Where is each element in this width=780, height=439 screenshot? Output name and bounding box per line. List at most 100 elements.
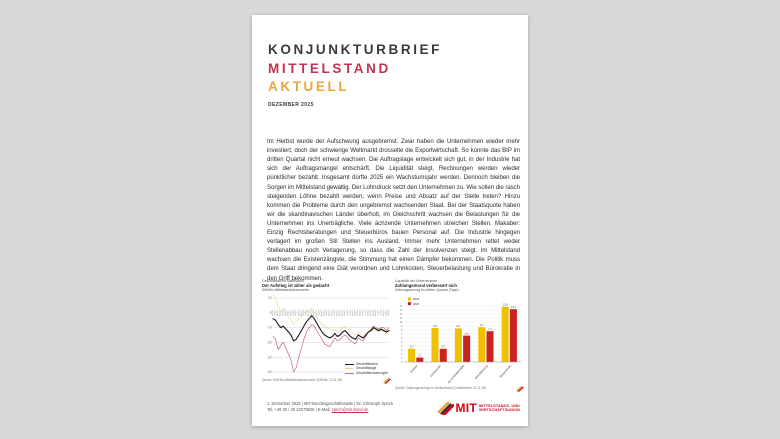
svg-text:Chemie: Chemie	[409, 363, 419, 373]
svg-text:Apr 24: Apr 24	[341, 309, 344, 316]
klima-line-swatch	[344, 363, 354, 365]
svg-text:Okt 24: Okt 24	[356, 309, 359, 316]
svg-text:8: 8	[401, 328, 403, 332]
svg-text:Dez 22: Dez 22	[300, 308, 302, 315]
svg-text:Sep 22: Sep 22	[293, 308, 295, 315]
svg-text:8,4: 8,4	[457, 324, 461, 328]
svg-text:6,6: 6,6	[465, 331, 469, 335]
figure-source: Quelle: Zahlungsverzüge in Deutschland (…	[395, 385, 524, 392]
svg-text:0: 0	[401, 360, 403, 364]
svg-text:Nov 22: Nov 22	[298, 308, 300, 315]
svg-text:1,1: 1,1	[418, 353, 422, 357]
svg-text:Jul 23: Jul 23	[318, 309, 320, 315]
figure-headline: Der Aufstieg ist zäher als gedacht	[262, 283, 330, 289]
svg-text:Sep 25: Sep 25	[385, 308, 387, 315]
brush-mark-icon	[516, 385, 524, 392]
svg-text:Jun 25: Jun 25	[378, 309, 380, 316]
legend-item: Geschäftsklima	[344, 362, 388, 367]
svg-text:Feb 24: Feb 24	[336, 309, 338, 316]
svg-text:10: 10	[400, 320, 403, 324]
page-footer: 1. Dezember 2025 | MIT-Bundesgeschäftsst…	[267, 401, 520, 415]
title-line-1: KONJUNKTURBRIEF	[268, 42, 442, 57]
mit-brush-icon	[437, 401, 454, 415]
svg-text:Apr 25: Apr 25	[372, 309, 375, 316]
newsletter-page: KONJUNKTURBRIEF MITTELSTAND AKTUELL DEZE…	[252, 15, 528, 426]
mit-logo: MIT MITTELSTANDS- UND WIRTSCHAFTSUNION	[437, 401, 521, 415]
svg-text:Okt 22: Okt 22	[294, 309, 297, 316]
org-line-2: WIRTSCHAFTSUNION	[479, 408, 520, 412]
svg-text:Mrz 25: Mrz 25	[369, 309, 372, 316]
svg-text:2025: 2025	[413, 302, 420, 306]
erwartungen-line-swatch	[344, 372, 354, 374]
svg-text:5: 5	[401, 340, 403, 344]
masthead: KONJUNKTURBRIEF MITTELSTAND AKTUELL DEZE…	[268, 41, 442, 108]
svg-text:Mrz 22: Mrz 22	[276, 309, 279, 316]
source-text: Quelle: KfW/ifo-Mittelstandsbarometer (K…	[262, 378, 343, 383]
contact-phone: Tel. +49 30 / 30 22079826 | E-Mail:	[267, 406, 332, 412]
svg-text:ALLE BRANCHEN: ALLE BRANCHEN	[447, 364, 466, 384]
svg-text:2: 2	[401, 352, 403, 356]
legend-item: Geschäftslage	[344, 366, 388, 371]
svg-text:Okt 23: Okt 23	[325, 309, 328, 316]
svg-text:-10: -10	[267, 326, 272, 330]
svg-text:Mrz 24: Mrz 24	[338, 309, 341, 316]
svg-text:Jul 24: Jul 24	[349, 309, 351, 315]
source-text: Quelle: Zahlungsverzüge in Deutschland (…	[395, 386, 487, 391]
svg-text:Feb 22: Feb 22	[275, 309, 277, 316]
svg-text:8,5: 8,5	[433, 324, 437, 328]
svg-text:13: 13	[400, 308, 403, 312]
svg-text:2024: 2024	[413, 297, 420, 301]
svg-text:13,8: 13,8	[503, 302, 509, 306]
brush-mark-icon	[383, 377, 391, 384]
svg-text:3: 3	[401, 348, 403, 352]
svg-text:0: 0	[270, 311, 272, 315]
svg-text:Mai 24: Mai 24	[344, 309, 346, 316]
legend-label: Geschäftslage	[355, 366, 377, 371]
legend-item: Geschäftserwartungen	[344, 371, 388, 376]
svg-text:Aug 23: Aug 23	[320, 308, 323, 315]
figure-kicker: Geschäftsklima Mittelstand	[262, 279, 304, 283]
svg-text:Jan 22: Jan 22	[272, 309, 274, 316]
svg-text:12: 12	[400, 312, 403, 316]
svg-text:Aug 24: Aug 24	[351, 308, 354, 315]
svg-text:Feb 25: Feb 25	[367, 309, 369, 316]
svg-text:Aug 25: Aug 25	[382, 308, 385, 315]
lage-line-swatch	[344, 368, 354, 370]
svg-text:Sep 23: Sep 23	[324, 308, 326, 315]
svg-text:14: 14	[400, 304, 403, 308]
svg-text:Jan 25: Jan 25	[365, 309, 367, 316]
svg-text:Jul 25: Jul 25	[380, 309, 382, 315]
title-line-2: MITTELSTAND	[268, 60, 391, 76]
email-link[interactable]: sprich@mit-bund.de	[331, 406, 369, 412]
svg-text:7,7: 7,7	[488, 327, 492, 331]
svg-text:9: 9	[401, 324, 403, 328]
figure-business-climate: Geschäftsklima Mittelstand Der Aufstieg …	[262, 279, 391, 384]
svg-text:4: 4	[401, 344, 403, 348]
svg-text:Okt 25: Okt 25	[387, 309, 390, 316]
svg-text:Jul 22: Jul 22	[287, 309, 289, 315]
svg-text:1: 1	[401, 356, 403, 360]
figure-payment-delay: Liquidität der Unternehmen Zahlungsmoral…	[395, 279, 524, 392]
mit-wordmark: MIT	[455, 401, 478, 415]
svg-text:Nov 23: Nov 23	[329, 308, 331, 315]
svg-text:Jun 24: Jun 24	[347, 309, 349, 316]
svg-text:Dienstleistung: Dienstleistung	[474, 363, 489, 379]
contact-line-2: Tel. +49 30 / 30 22079826 | E-Mail: spri…	[267, 407, 393, 413]
title-line-3: AKTUELL	[268, 79, 350, 94]
svg-text:11: 11	[400, 316, 403, 320]
svg-text:-20: -20	[267, 340, 272, 344]
figure-source: Quelle: KfW/ifo-Mittelstandsbarometer (K…	[262, 377, 391, 384]
svg-text:Jan 24: Jan 24	[334, 309, 336, 316]
svg-text:Baugewerbe: Baugewerbe	[499, 363, 513, 378]
line-chart-legend: Geschäftsklima Geschäftslage Geschäftser…	[344, 361, 388, 376]
svg-text:Mrz 23: Mrz 23	[307, 309, 310, 316]
editorial-text: Im Herbst wurde der Aufschwung ausgebrem…	[267, 138, 520, 282]
svg-text:3,3: 3,3	[410, 344, 414, 348]
svg-text:Großhandel: Großhandel	[429, 364, 442, 378]
svg-text:7: 7	[401, 332, 403, 336]
svg-text:Dez 23: Dez 23	[331, 308, 333, 315]
issue-date: DEZEMBER 2025	[268, 101, 314, 108]
svg-text:-30: -30	[267, 355, 272, 359]
svg-text:Mai 22: Mai 22	[282, 309, 284, 316]
